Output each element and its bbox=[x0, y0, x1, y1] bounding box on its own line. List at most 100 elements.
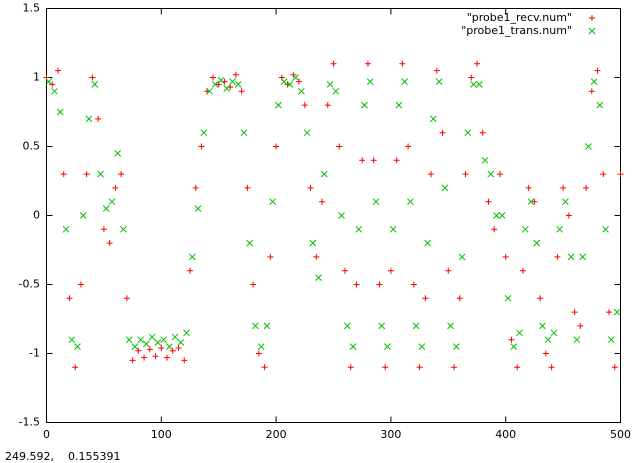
x-tick-label: 100 bbox=[151, 428, 172, 441]
data-point bbox=[349, 343, 357, 350]
data-point bbox=[531, 198, 538, 205]
data-point bbox=[286, 81, 294, 88]
data-point bbox=[143, 340, 150, 348]
data-point bbox=[567, 253, 575, 261]
data-point bbox=[238, 88, 245, 95]
data-point bbox=[525, 184, 532, 191]
data-point bbox=[206, 87, 213, 95]
data-point bbox=[123, 295, 130, 302]
data-point bbox=[382, 364, 389, 371]
legend-marker bbox=[588, 27, 596, 35]
data-point bbox=[493, 212, 500, 219]
data-point bbox=[234, 81, 242, 88]
data-point bbox=[521, 225, 529, 233]
data-point bbox=[83, 171, 90, 178]
data-point bbox=[292, 74, 299, 81]
data-point bbox=[458, 253, 466, 261]
data-point bbox=[229, 78, 236, 85]
data-point bbox=[169, 347, 176, 354]
data-point bbox=[269, 198, 277, 206]
data-point bbox=[376, 281, 383, 288]
data-point bbox=[198, 143, 205, 150]
status-bar: 249.592, 0.155391 bbox=[5, 450, 120, 463]
data-point bbox=[164, 354, 171, 361]
x-tick-label: 500 bbox=[610, 428, 631, 441]
data-point bbox=[261, 364, 268, 371]
data-point bbox=[596, 101, 604, 109]
data-point bbox=[45, 78, 53, 85]
data-point bbox=[485, 198, 492, 205]
data-point bbox=[353, 281, 360, 288]
data-point bbox=[137, 336, 144, 344]
data-point bbox=[106, 240, 113, 247]
data-point bbox=[441, 184, 449, 192]
data-point bbox=[544, 336, 552, 344]
data-point bbox=[548, 364, 555, 371]
data-point bbox=[410, 281, 417, 288]
data-point bbox=[508, 336, 515, 343]
data-point bbox=[158, 344, 165, 351]
data-point bbox=[72, 364, 79, 371]
data-point bbox=[85, 115, 93, 123]
data-point bbox=[583, 184, 590, 191]
data-point bbox=[326, 81, 334, 88]
data-point bbox=[600, 171, 607, 178]
x-tick-label: 400 bbox=[495, 428, 516, 441]
data-point bbox=[468, 74, 475, 81]
data-point bbox=[447, 322, 454, 330]
data-point bbox=[452, 343, 460, 350]
data-point bbox=[355, 225, 363, 233]
data-point bbox=[244, 184, 251, 191]
data-point bbox=[273, 143, 280, 150]
data-point bbox=[319, 198, 326, 205]
data-point bbox=[464, 129, 472, 137]
data-point bbox=[301, 102, 308, 109]
y-tick-label: 1.5 bbox=[23, 2, 41, 15]
data-point bbox=[267, 253, 274, 260]
data-point bbox=[252, 322, 259, 330]
data-point bbox=[298, 87, 305, 95]
data-point bbox=[560, 184, 567, 191]
data-point bbox=[424, 239, 431, 247]
data-point bbox=[378, 322, 386, 330]
data-point bbox=[102, 205, 110, 212]
data-point bbox=[527, 198, 535, 206]
data-point bbox=[324, 102, 331, 109]
data-point bbox=[200, 129, 208, 137]
data-point bbox=[68, 336, 76, 344]
data-point bbox=[510, 343, 518, 350]
x-tick-label: 200 bbox=[266, 428, 287, 441]
data-point bbox=[91, 81, 99, 88]
data-point bbox=[428, 171, 435, 178]
data-point bbox=[470, 81, 477, 88]
data-point bbox=[125, 336, 133, 344]
y-tick-label: 0.5 bbox=[23, 140, 41, 153]
data-point bbox=[183, 329, 190, 337]
data-point bbox=[387, 267, 394, 274]
legend-label: "probe1_trans.num" bbox=[461, 24, 572, 37]
data-point bbox=[181, 357, 188, 364]
data-point bbox=[364, 60, 371, 67]
data-point bbox=[590, 78, 598, 85]
data-point bbox=[209, 74, 216, 81]
data-point bbox=[275, 101, 282, 109]
data-point bbox=[177, 339, 185, 346]
legend-label: "probe1_recv.num" bbox=[467, 11, 572, 24]
data-point bbox=[347, 364, 354, 371]
data-point bbox=[542, 350, 549, 357]
data-point bbox=[165, 343, 173, 350]
y-tick-label: 1 bbox=[33, 71, 40, 84]
data-point bbox=[74, 343, 81, 350]
data-point bbox=[315, 274, 322, 281]
data-point bbox=[131, 343, 139, 350]
data-point bbox=[462, 171, 469, 178]
y-tick-label: -1 bbox=[29, 347, 40, 360]
data-point bbox=[389, 225, 397, 233]
y-tick-label: -1.5 bbox=[19, 416, 40, 429]
data-point bbox=[171, 333, 179, 341]
data-point bbox=[533, 239, 541, 247]
data-point bbox=[77, 281, 84, 288]
data-point bbox=[135, 347, 142, 354]
data-point bbox=[51, 87, 58, 95]
